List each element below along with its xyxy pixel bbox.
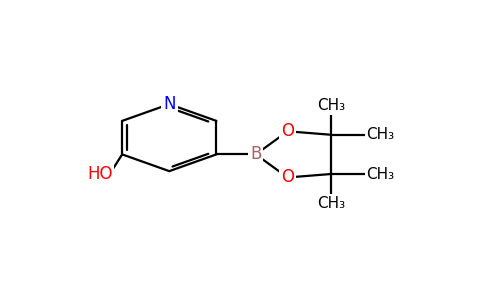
Text: CH₃: CH₃: [317, 98, 345, 113]
Text: O: O: [281, 122, 294, 140]
Text: O: O: [281, 169, 294, 187]
Text: CH₃: CH₃: [366, 127, 394, 142]
Text: CH₃: CH₃: [317, 196, 345, 211]
Text: B: B: [250, 146, 261, 164]
Text: HO: HO: [87, 165, 112, 183]
Text: CH₃: CH₃: [366, 167, 394, 182]
Text: N: N: [163, 95, 176, 113]
